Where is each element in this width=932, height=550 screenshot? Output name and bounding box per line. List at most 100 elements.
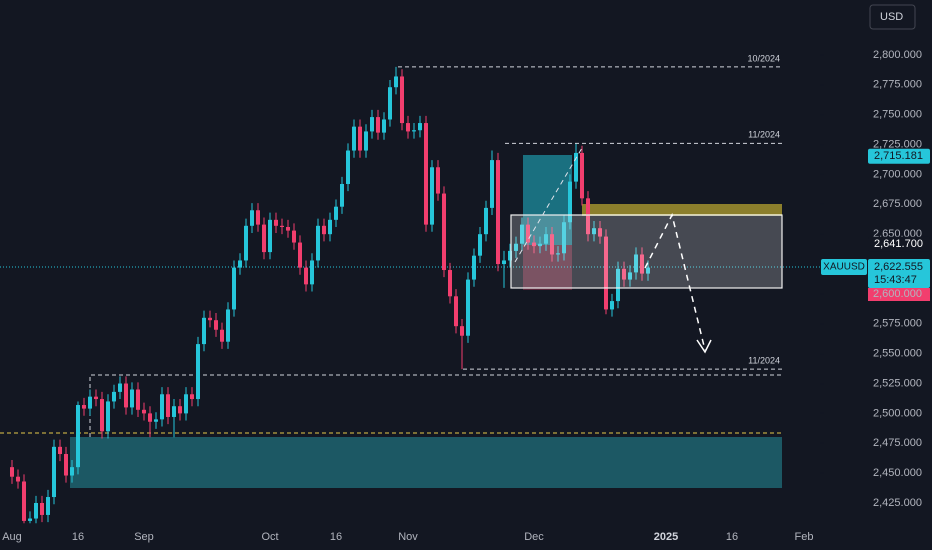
- candle-body: [10, 467, 14, 477]
- annotation-label: 11/2024: [748, 356, 780, 366]
- annotation-label: 10/2024: [747, 53, 780, 63]
- y-tick-label: 2,500.000: [873, 407, 922, 419]
- candle-body: [334, 206, 338, 220]
- range-box: [510, 214, 783, 289]
- countdown-label: 15:43:47: [874, 274, 917, 286]
- candle-body: [316, 225, 320, 261]
- candle-body: [472, 255, 476, 280]
- candle-body: [454, 296, 458, 327]
- candle-body: [22, 481, 26, 521]
- candle-body: [514, 243, 518, 251]
- x-tick-label: Nov: [398, 531, 418, 543]
- candle-body: [556, 253, 560, 255]
- candle-body: [358, 126, 362, 151]
- candle-body: [550, 234, 554, 255]
- candle-body: [154, 419, 158, 422]
- candle-body: [604, 236, 608, 310]
- y-tick-label: 2,750.000: [873, 109, 922, 121]
- candle-body: [496, 160, 500, 265]
- candle-body: [508, 250, 512, 261]
- y-tick-label: 2,475.000: [873, 437, 922, 449]
- candle-body: [232, 267, 236, 310]
- candle-body: [250, 210, 254, 226]
- projection-path: [644, 212, 706, 351]
- candle-body: [640, 254, 644, 274]
- y-tick-label: 2,700.000: [873, 168, 922, 180]
- price-tag-label: 2,715.181: [874, 150, 923, 162]
- candle-body: [322, 225, 326, 235]
- candle-body: [130, 389, 134, 408]
- candle-body: [190, 394, 194, 400]
- candle-body: [526, 224, 530, 243]
- candle-body: [100, 399, 104, 432]
- candle-body: [592, 228, 596, 235]
- candle-body: [226, 309, 230, 342]
- candle-body: [484, 207, 488, 235]
- candle-body: [586, 198, 590, 235]
- candle-body: [124, 383, 128, 408]
- x-tick-label: Oct: [261, 531, 278, 543]
- y-tick-label: 2,575.000: [873, 318, 922, 330]
- supply-zone: [582, 204, 782, 215]
- candle-body: [262, 224, 266, 253]
- projection-arrow: [696, 339, 712, 354]
- candle-body: [202, 317, 206, 345]
- candle-body: [448, 270, 452, 297]
- candle-body: [310, 260, 314, 285]
- candle-body: [430, 167, 434, 225]
- last-price-tag: [868, 258, 930, 288]
- candle-body: [424, 123, 428, 225]
- candle-body: [520, 224, 524, 244]
- candle-body: [106, 401, 110, 432]
- y-tick-label: 2,525.000: [873, 377, 922, 389]
- candle-body: [196, 344, 200, 400]
- candle-body: [376, 117, 380, 133]
- candle-body: [352, 126, 356, 151]
- candle-body: [388, 87, 392, 120]
- candle-body: [268, 219, 272, 253]
- candle-body: [340, 183, 344, 207]
- candle-body: [364, 131, 368, 151]
- candle-body: [304, 267, 308, 285]
- candle-body: [52, 446, 56, 498]
- candle-body: [172, 406, 176, 417]
- candle-body: [184, 394, 188, 414]
- candle-body: [328, 219, 332, 235]
- candle-body: [406, 123, 410, 132]
- x-tick-label: 2025: [654, 531, 678, 543]
- candles: [10, 66, 650, 524]
- demand-zone: [70, 437, 782, 488]
- symbol-label: XAUUSD: [823, 262, 865, 273]
- candle-body: [442, 193, 446, 271]
- trend-dashed: [514, 147, 583, 263]
- candle-body: [346, 150, 350, 184]
- candle-body: [544, 234, 548, 244]
- candle-body: [46, 497, 50, 515]
- candle-body: [28, 518, 32, 521]
- candle-body: [244, 225, 248, 261]
- candle-body: [616, 268, 620, 302]
- candle-body: [238, 260, 242, 268]
- candle-body: [628, 272, 632, 280]
- candle-body: [460, 326, 464, 336]
- candle-body: [436, 167, 440, 194]
- candle-body: [568, 181, 572, 223]
- candle-body: [16, 476, 20, 482]
- candle-body: [610, 301, 614, 310]
- price-tag: [868, 236, 930, 252]
- candle-body: [466, 279, 470, 336]
- candle-body: [34, 502, 38, 519]
- candle-body: [40, 502, 44, 515]
- candle-body: [478, 234, 482, 256]
- candle-body: [256, 210, 260, 225]
- candle-body: [562, 222, 566, 254]
- candle-body: [298, 242, 302, 268]
- y-tick-label: 2,425.000: [873, 497, 922, 509]
- x-tick-label: 16: [726, 531, 738, 543]
- candle-body: [70, 467, 74, 476]
- annotation-label: 11/2024: [748, 130, 780, 140]
- candle-body: [580, 152, 584, 199]
- x-tick-label: 16: [330, 531, 342, 543]
- y-tick-label: 2,725.000: [873, 138, 922, 150]
- candle-body: [274, 219, 278, 226]
